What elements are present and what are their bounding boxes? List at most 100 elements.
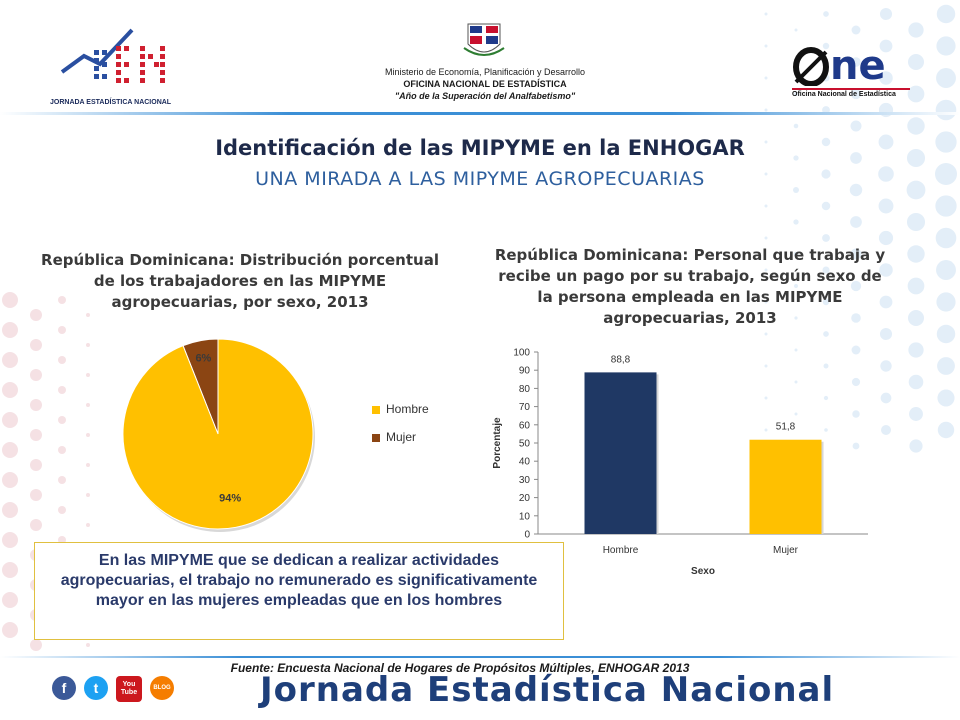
y-tick-label: 80 <box>519 384 531 395</box>
blog-icon-label: BLOG <box>153 685 171 691</box>
decor-dot-blue <box>878 166 894 182</box>
decor-dot-blue <box>937 357 955 375</box>
decor-dot-blue <box>764 140 768 144</box>
decor-dot-blue <box>935 195 957 217</box>
decor-dot-blue <box>850 280 862 292</box>
decor-dot-pink <box>30 459 42 471</box>
facebook-icon[interactable]: f <box>52 676 76 700</box>
decor-dot-blue <box>851 313 861 323</box>
decor-dot-blue <box>822 234 830 242</box>
decor-dot-blue <box>936 260 956 280</box>
y-tick-label: 90 <box>519 366 531 377</box>
decor-dot-pink <box>2 442 18 458</box>
twitter-icon[interactable]: t <box>84 676 108 700</box>
decor-dot-pink <box>2 292 18 308</box>
decor-dot-blue <box>764 204 768 208</box>
decor-dot-blue <box>880 360 892 372</box>
decor-dot-pink <box>30 369 42 381</box>
decor-dot-pink <box>2 502 18 518</box>
page-subtitle: UNA MIRADA A LAS MIPYME AGROPECUARIAS <box>255 168 705 190</box>
decor-dot-pink <box>2 532 18 548</box>
decor-dot-pink <box>2 472 18 488</box>
decor-dot-blue <box>909 439 923 453</box>
decor-dot-pink <box>86 643 90 647</box>
decor-dot-blue <box>906 212 926 232</box>
decor-dot-blue <box>851 345 861 355</box>
legend-item-mujer: Mujer <box>372 430 429 444</box>
decor-dot-blue <box>851 57 861 67</box>
decor-dot-blue <box>879 7 893 21</box>
decor-dot-blue <box>878 230 894 246</box>
decor-dot-pink <box>58 296 66 304</box>
legend-label-mujer: Mujer <box>386 430 417 444</box>
decor-dot-blue <box>936 4 956 24</box>
decor-dot-pink <box>58 386 66 394</box>
y-tick-label: 30 <box>519 475 531 486</box>
legend-label-hombre: Hombre <box>386 402 429 416</box>
y-tick-label: 50 <box>519 439 531 450</box>
decor-dot-blue <box>908 310 924 326</box>
decor-dot-blue <box>878 134 894 150</box>
decor-dot-blue <box>879 327 893 341</box>
y-axis-title: Porcentaje <box>492 417 503 469</box>
y-tick-label: 100 <box>513 348 530 359</box>
youtube-icon[interactable]: You Tube <box>116 676 142 702</box>
decor-dot-pink <box>58 356 66 364</box>
decor-dot-blue <box>879 71 893 85</box>
decor-dot-pink <box>86 313 90 317</box>
ministry-line-1: Ministerio de Economía, Planificación y … <box>384 67 586 77</box>
decor-dot-blue <box>879 39 893 53</box>
decor-dot-blue <box>935 163 957 185</box>
decor-dot-blue <box>793 123 799 129</box>
pie-slice-hombre <box>122 338 314 530</box>
decor-dot-pink <box>58 476 66 484</box>
twitter-icon-label: t <box>93 680 99 696</box>
decor-dot-blue <box>908 54 924 70</box>
y-tick-label: 60 <box>519 420 531 431</box>
decor-dot-blue <box>907 245 925 263</box>
decor-dot-blue <box>908 342 924 358</box>
y-tick-label: 10 <box>519 511 531 522</box>
bar-chart-title: República Dominicana: Personal que traba… <box>494 246 886 327</box>
decor-dot-blue <box>908 374 924 390</box>
decor-dot-blue <box>764 76 768 80</box>
decor-dot-blue <box>879 263 893 277</box>
decor-dot-blue <box>907 277 925 295</box>
decor-dot-blue <box>822 298 830 306</box>
header-rule <box>0 112 960 115</box>
decor-dot-blue <box>881 425 891 435</box>
pie-label-mujer: 6% <box>195 352 211 364</box>
decor-dot-blue <box>821 169 831 179</box>
decor-dot-blue <box>879 295 893 309</box>
decor-dot-pink <box>58 326 66 334</box>
x-tick-label: Mujer <box>773 545 799 556</box>
x-tick-label: Hombre <box>603 545 639 556</box>
one-logo-text: ne <box>830 43 886 89</box>
decor-dot-blue <box>850 88 862 100</box>
decor-dot-blue <box>851 377 861 387</box>
decor-dot-blue <box>764 236 768 240</box>
decor-dot-blue <box>850 152 862 164</box>
decor-dot-blue <box>793 155 799 161</box>
decor-dot-blue <box>908 22 924 38</box>
decor-dot-blue <box>794 380 798 384</box>
decor-dot-blue <box>764 268 768 272</box>
note-box: En las MIPYME que se dedican a realizar … <box>34 542 564 640</box>
pie-chart-title: República Dominicana: Distribución porce… <box>41 251 439 311</box>
y-tick-label: 20 <box>519 493 531 504</box>
pie-legend: Hombre Mujer <box>372 402 429 444</box>
decor-dot-pink <box>30 339 42 351</box>
decor-dot-pink <box>2 412 18 428</box>
decor-dot-blue <box>794 284 798 288</box>
decor-dot-blue <box>823 363 829 369</box>
pie-label-hombre: 94% <box>219 492 241 504</box>
y-tick-label: 70 <box>519 402 531 413</box>
blog-icon[interactable]: BLOG <box>150 676 174 700</box>
source-note: Fuente: Encuesta Nacional de Hogares de … <box>230 661 690 675</box>
y-tick-label: 40 <box>519 457 531 468</box>
decor-dot-blue <box>794 348 798 352</box>
decor-dot-blue <box>822 106 830 114</box>
footer-rule <box>0 656 960 658</box>
decor-dot-blue <box>764 364 768 368</box>
one-logo-caption: Oficina Nacional de Estadística <box>792 88 910 98</box>
